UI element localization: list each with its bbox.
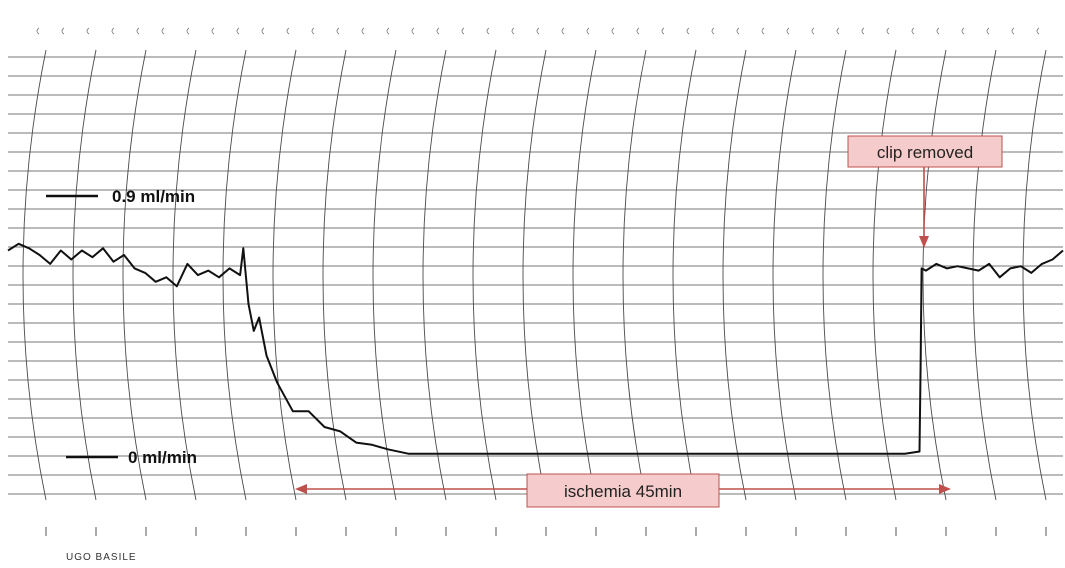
perforation-mark bbox=[686, 27, 690, 35]
perforation-mark bbox=[711, 27, 715, 35]
brand-label: UGO BASILE bbox=[66, 552, 137, 563]
perforation-mark bbox=[61, 27, 65, 35]
perforation-mark bbox=[86, 27, 90, 35]
perforation-mark bbox=[511, 27, 515, 35]
scale-label-high: 0.9 ml/min bbox=[112, 187, 195, 206]
time-gridline bbox=[72, 49, 97, 501]
time-gridline bbox=[772, 49, 797, 501]
perforation-mark bbox=[911, 27, 915, 35]
time-gridline bbox=[572, 49, 597, 501]
scale-label-low: 0 ml/min bbox=[128, 448, 197, 467]
perforation-mark bbox=[611, 27, 615, 35]
perforation-mark bbox=[36, 27, 40, 35]
perforation-mark bbox=[761, 27, 765, 35]
perforation-mark bbox=[536, 27, 540, 35]
perforation-mark bbox=[736, 27, 740, 35]
perforation-mark bbox=[136, 27, 140, 35]
series-line bbox=[7, 242, 1064, 455]
perforation-mark bbox=[1036, 27, 1040, 35]
time-gridline bbox=[522, 49, 547, 501]
perforation-mark bbox=[561, 27, 565, 35]
perforation-mark bbox=[311, 27, 315, 35]
clip-removed-callout-box bbox=[847, 135, 1003, 168]
perforation-mark bbox=[411, 27, 415, 35]
ischemia-arrow-head-right bbox=[939, 484, 951, 494]
time-gridline bbox=[122, 49, 147, 501]
time-gridline bbox=[422, 49, 447, 501]
perforation-mark bbox=[461, 27, 465, 35]
perforation-mark bbox=[1011, 27, 1015, 35]
perforation-mark bbox=[336, 27, 340, 35]
perforation-mark bbox=[236, 27, 240, 35]
perforation-mark bbox=[111, 27, 115, 35]
perforation-mark bbox=[186, 27, 190, 35]
perforation-mark bbox=[586, 27, 590, 35]
perforation-mark bbox=[836, 27, 840, 35]
perforation-mark bbox=[936, 27, 940, 35]
ischemia-label: ischemia 45min bbox=[564, 482, 682, 501]
time-gridline bbox=[972, 49, 997, 501]
time-gridline bbox=[872, 49, 897, 501]
clip-removed-arrow-head bbox=[919, 236, 929, 248]
scale-bar-high: 0.9 ml/min bbox=[46, 187, 195, 206]
horizontal-gridlines bbox=[8, 56, 1063, 495]
time-gridline bbox=[472, 49, 497, 501]
time-gridline bbox=[222, 49, 247, 501]
time-gridline bbox=[22, 49, 47, 501]
time-gridline bbox=[922, 49, 947, 501]
curved-time-gridlines bbox=[22, 49, 1047, 501]
perforation-mark bbox=[986, 27, 990, 35]
perforation-mark bbox=[286, 27, 290, 35]
perforation-mark bbox=[961, 27, 965, 35]
time-gridline bbox=[722, 49, 747, 501]
perforation-mark bbox=[811, 27, 815, 35]
perforation-mark bbox=[486, 27, 490, 35]
bottom-tick-marks bbox=[45, 527, 1047, 536]
scale-bar-low: 0 ml/min bbox=[66, 448, 197, 467]
time-gridline bbox=[822, 49, 847, 501]
perforation-mark bbox=[361, 27, 365, 35]
perforation-mark bbox=[886, 27, 890, 35]
clip-removed-annotation: clip removed bbox=[847, 135, 1003, 248]
time-gridline bbox=[322, 49, 347, 501]
perforation-mark bbox=[386, 27, 390, 35]
time-gridline bbox=[372, 49, 397, 501]
perforation-mark bbox=[786, 27, 790, 35]
perforation-mark bbox=[861, 27, 865, 35]
time-gridline bbox=[672, 49, 697, 501]
time-gridline bbox=[1022, 49, 1047, 501]
paper-perforations bbox=[36, 27, 1040, 35]
perforation-mark bbox=[636, 27, 640, 35]
perforation-mark bbox=[261, 27, 265, 35]
perforation-mark bbox=[661, 27, 665, 35]
perforation-mark bbox=[211, 27, 215, 35]
ischemia-callout-box bbox=[526, 473, 720, 508]
clip-removed-label: clip removed bbox=[877, 143, 973, 162]
ischemia-annotation: ischemia 45min bbox=[295, 473, 951, 508]
time-gridline bbox=[622, 49, 647, 501]
time-gridline bbox=[272, 49, 297, 501]
perforation-mark bbox=[161, 27, 165, 35]
ischemia-arrow-head-left bbox=[295, 484, 307, 494]
perforation-mark bbox=[436, 27, 440, 35]
time-gridline bbox=[172, 49, 197, 501]
